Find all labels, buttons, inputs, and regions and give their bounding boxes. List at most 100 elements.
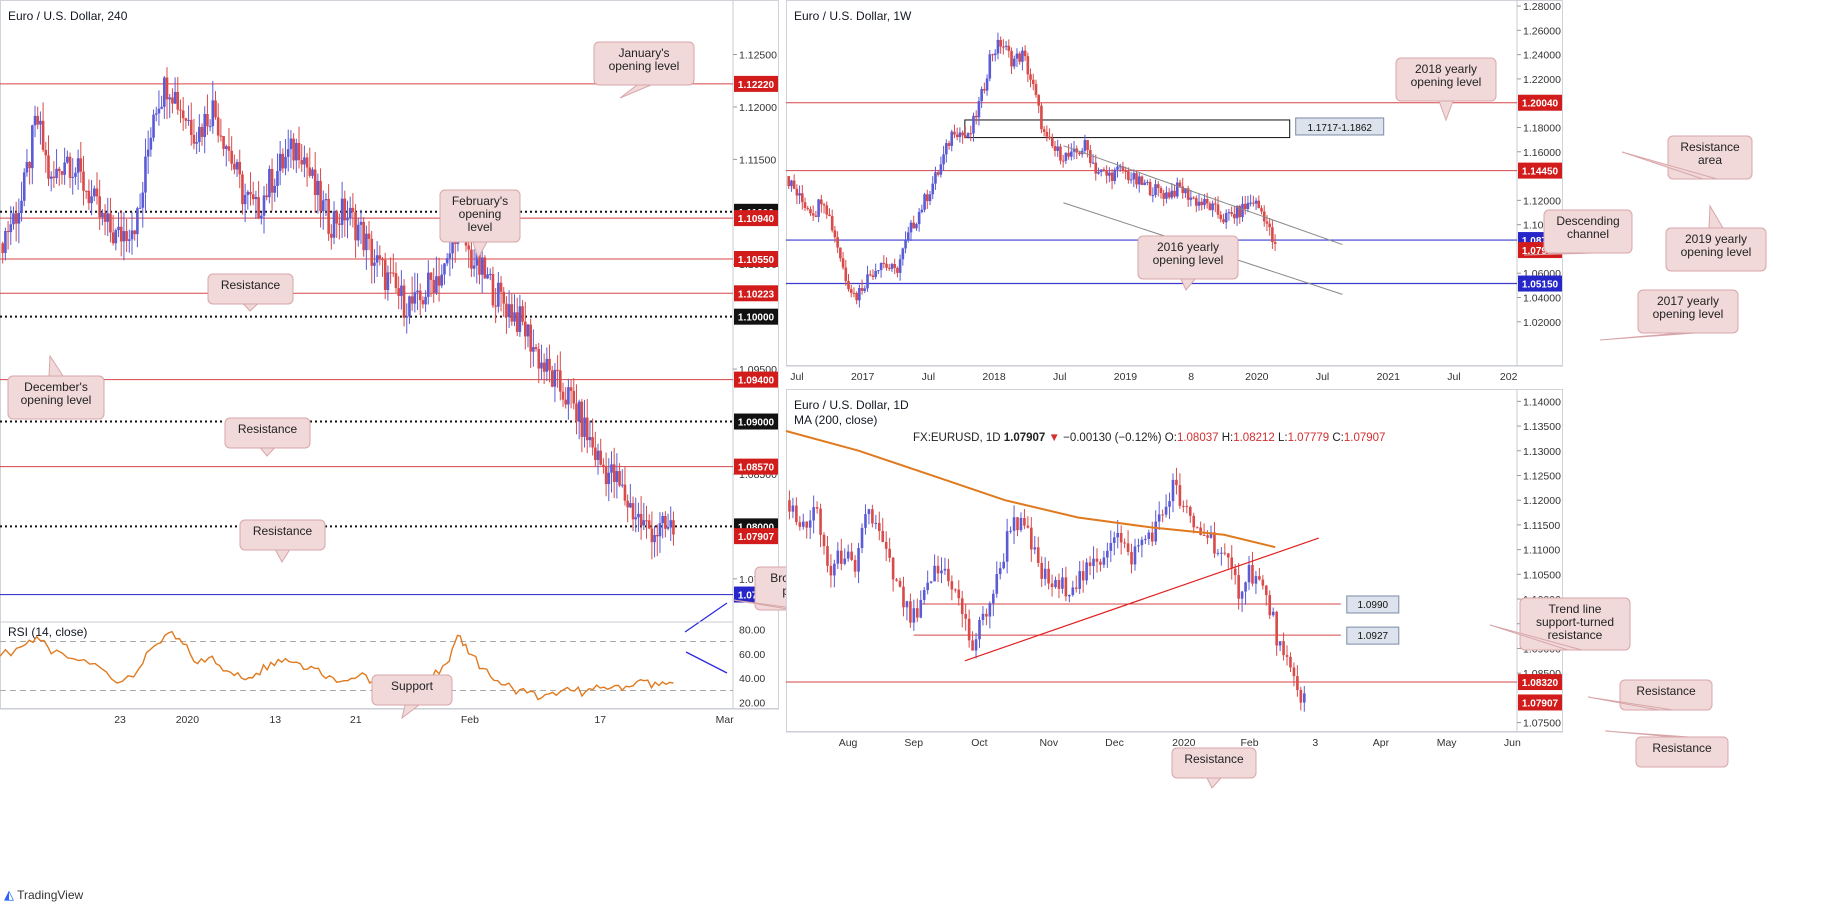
candle-body — [672, 520, 675, 535]
candle-body — [964, 614, 967, 619]
candle-body — [1258, 576, 1261, 580]
candle-body — [1189, 197, 1193, 200]
candle-body — [942, 154, 945, 165]
candle-body — [1268, 223, 1271, 228]
candle-body — [529, 324, 532, 352]
time-tick-label: Feb — [461, 714, 479, 726]
price-tag — [734, 308, 778, 325]
candle-body — [410, 296, 414, 304]
price-tag-label: 1.10223 — [738, 289, 775, 300]
price-tick-label: 1.07500 — [1523, 718, 1561, 730]
candle-body — [1116, 166, 1119, 170]
candle-body — [211, 100, 215, 127]
candle-body — [1219, 214, 1223, 220]
candle-body — [1233, 214, 1236, 219]
candle-body — [1095, 558, 1099, 562]
candle-body — [953, 131, 956, 135]
candle-body — [811, 213, 815, 216]
info-high: 1.08212 — [1233, 432, 1275, 444]
candle-body — [841, 258, 845, 268]
candle-body — [1178, 485, 1182, 506]
price-tick-label: 1.18000 — [1523, 123, 1561, 135]
candle-body — [1206, 535, 1209, 538]
candle-body — [470, 249, 473, 269]
callout-text: Resistance — [1680, 140, 1740, 154]
candle-body — [564, 399, 567, 405]
callout-text: opening level — [21, 393, 92, 407]
candle-body — [421, 300, 425, 305]
candle-body — [917, 212, 921, 225]
candle-body — [383, 259, 387, 291]
candle-body — [1099, 561, 1102, 565]
candle-body — [898, 580, 902, 587]
candle-body — [1036, 547, 1040, 563]
candle-body — [136, 208, 139, 235]
callout-pointer — [48, 354, 64, 377]
candle-body — [863, 288, 867, 291]
candle-body — [898, 259, 902, 273]
candle-body — [257, 197, 260, 219]
callout-pointer — [1621, 151, 1718, 180]
rsi-tick-label: 80.00 — [739, 624, 765, 636]
price-tick-label: 1.11500 — [739, 154, 776, 166]
price-tick-label: 1.26000 — [1523, 25, 1561, 37]
candle-body — [340, 198, 344, 225]
time-tick-label: 2019 — [1114, 371, 1138, 383]
candle-body — [790, 180, 793, 187]
candle-body — [658, 523, 662, 537]
callout-resistance-c: Resistance — [239, 519, 326, 563]
candle-body — [189, 119, 193, 135]
candle-body — [1175, 479, 1178, 486]
candle-body — [820, 199, 823, 205]
price-tag-label: 1.05150 — [1522, 280, 1559, 291]
candle-body — [909, 222, 913, 233]
candle-body — [1254, 200, 1258, 204]
price-tag-label: 1.10000 — [738, 313, 775, 324]
candle-body — [1268, 595, 1272, 616]
candle-body — [642, 520, 646, 526]
candle-body — [1264, 585, 1268, 596]
callout-pointer — [242, 303, 259, 312]
candle-body — [860, 288, 864, 291]
candle-body — [871, 509, 874, 524]
callout-text: opening — [459, 207, 502, 221]
candle-body — [1140, 539, 1144, 546]
candle-body — [119, 226, 123, 242]
price-tag-label: 1.10940 — [738, 214, 775, 225]
candle-body — [219, 135, 223, 137]
price-tick-label: 1.12000 — [1523, 195, 1561, 207]
candle-body — [912, 222, 916, 229]
price-tag — [734, 285, 778, 302]
candle-body — [448, 253, 452, 259]
candle-body — [332, 211, 336, 238]
candle-body — [890, 264, 894, 269]
candle-body — [1071, 587, 1075, 595]
price-tag — [1518, 674, 1562, 691]
candle-body — [523, 321, 527, 337]
candle-body — [12, 213, 15, 225]
candle-body — [362, 221, 365, 251]
candle-body — [839, 550, 843, 564]
candle-body — [833, 563, 836, 576]
candle-body — [146, 149, 150, 157]
time-tick-label: 2020 — [1245, 371, 1269, 383]
candle-body — [960, 598, 964, 615]
time-tick-label: 17 — [594, 714, 606, 726]
candle-body — [87, 190, 91, 204]
candle-body — [1078, 571, 1082, 589]
candle-body — [1010, 50, 1013, 67]
candle-body — [829, 565, 833, 576]
panel-title: Euro / U.S. Dollar, 1D — [794, 398, 909, 412]
segment-tag-label: 1.0927 — [1358, 631, 1389, 642]
candle-body — [74, 172, 77, 177]
candle-body — [1016, 517, 1019, 531]
ma-200-line — [785, 430, 1276, 549]
candle-body — [833, 230, 837, 238]
candle-body — [187, 119, 190, 121]
candle-body — [1265, 221, 1269, 224]
tradingview-logo[interactable]: ◭ TradingView — [4, 887, 83, 903]
candle-body — [871, 275, 875, 277]
candle-body — [825, 205, 829, 215]
